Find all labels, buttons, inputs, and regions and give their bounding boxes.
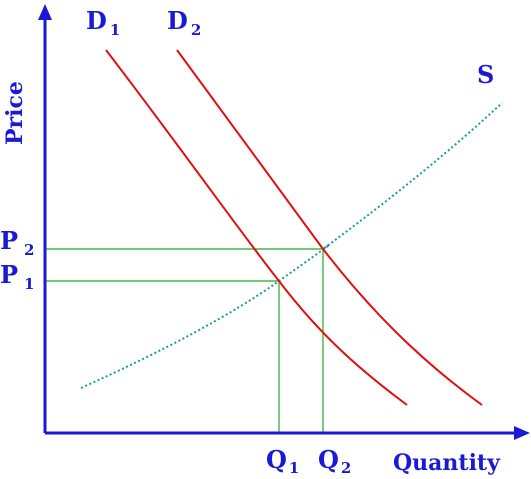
demand-curve-1 bbox=[105, 49, 408, 406]
demand-curve-2 bbox=[176, 49, 483, 406]
y-axis-title: Price bbox=[2, 81, 28, 145]
y-axis-arrowhead bbox=[38, 4, 52, 20]
supply-label: S bbox=[477, 60, 494, 89]
supply-curve bbox=[80, 102, 503, 389]
x-axis-title: Quantity bbox=[393, 450, 501, 476]
x-axis-arrowhead bbox=[514, 426, 530, 440]
